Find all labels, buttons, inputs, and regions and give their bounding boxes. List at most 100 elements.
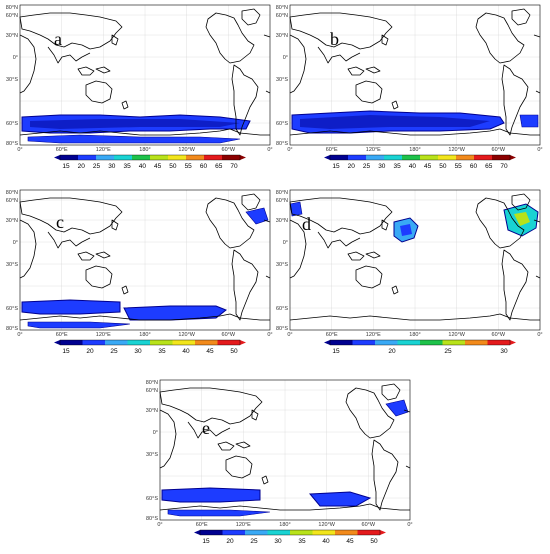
colorbar: 15 20 25 30 35 40 45 50 55 60 65 70 [54,154,246,170]
jet-band-core [30,119,240,129]
lon-axis: 0° 60°E 120°E 180° 120°W 60°W 0° [287,332,542,338]
colorbar-max-arrow [510,155,516,160]
colorbar-segment [105,340,128,345]
colorbar-segment [330,155,349,160]
lat-tick-label: 60°S [146,496,158,502]
lat-tick-label: 0° [283,240,288,246]
colorbar-segment [186,155,205,160]
colorbar-segment [352,340,376,345]
colorbar-min-arrow [54,340,60,345]
lat-tick-label: 30°N [276,218,288,224]
colorbar-tick-label: 70 [500,163,508,170]
colorbar-tick-label: 35 [158,348,166,355]
lat-tick-label: 80°N [276,190,288,196]
lon-tick-label: 60°E [56,147,68,153]
colorbar-tick-label: 50 [439,163,447,170]
colorbar-tick-label: 40 [139,163,147,170]
lat-tick-label: 0° [153,430,158,436]
colorbar-segment [487,340,511,345]
colorbar-max-arrow [380,530,386,535]
colorbar-tick-label: 35 [393,163,401,170]
colorbar-tick-label: 25 [363,163,371,170]
map-area: a [19,4,271,146]
lon-tick-label: 60°W [222,147,236,153]
colorbar-tick-label: 35 [298,538,306,545]
lat-tick-label: 80°N [6,190,18,196]
panel-d: d 80°N 60°N 30°N 0° 30°S 60°S 80°S 0° 60°E 120°E… [276,189,543,355]
colorbar-segment [474,155,493,160]
colorbar-segment [402,155,421,160]
lat-tick-label: 60°N [146,388,158,394]
colorbar-tick-label: 30 [134,348,142,355]
colorbar-tick-label: 35 [123,163,131,170]
colorbar: 15 20 25 30 35 40 45 50 55 60 65 70 [324,154,516,170]
lat-tick-label: 30°S [6,262,18,268]
colorbar-segment [150,340,173,345]
colorbar-segment [312,530,336,535]
colorbar-tick-label: 70 [230,163,238,170]
colorbar-tick-label: 50 [370,538,378,545]
colorbar-segment [222,155,241,160]
lon-axis: 0° 60°E 120°E 180° 120°W 60°W 0° [287,147,542,153]
map-area: e [159,379,411,521]
lon-tick-label: 120°E [96,332,111,338]
colorbar-min-arrow [54,155,60,160]
colorbar-tick-label: 25 [93,163,101,170]
colorbar-segment [204,155,223,160]
colorbar-tick-label: 15 [332,163,340,170]
lat-axis: 80°N 60°N 30°N 0° 30°S 60°S 80°S [6,190,19,332]
panel-label: e [202,418,210,438]
lon-tick-label: 60°W [492,332,506,338]
lat-axis: 80°N 60°N 30°N 0° 30°S 60°S 80°S [276,190,289,332]
lon-tick-label: 0° [17,147,22,153]
lat-tick-label: 60°S [276,121,288,127]
lat-tick-label: 30°S [276,77,288,83]
colorbar-segment [348,155,367,160]
lon-tick-label: 120°E [96,147,111,153]
lon-tick-label: 120°W [178,332,195,338]
colorbar-segment [60,340,83,345]
colorbar-segment [397,340,421,345]
lon-tick-label: 120°E [366,332,381,338]
panel-a: a 80°N 60°N 30°N 0° 30°S 60°S 80°S 0° 60°E 120°E… [6,4,273,170]
colorbar-tick-label: 50 [230,348,238,355]
lat-tick-label: 80°S [146,516,158,522]
colorbar-tick-label: 65 [485,163,493,170]
colorbar-segment [127,340,151,345]
colorbar-tick-label: 20 [86,348,94,355]
lat-tick-label: 30°S [276,262,288,268]
lat-tick-label: 80°N [146,380,158,386]
south-band [519,114,539,128]
lat-tick-label: 30°S [146,452,158,458]
lon-tick-label: 120°W [318,522,335,528]
colorbar-segment [114,155,133,160]
lon-tick-label: 0° [537,332,542,338]
colorbar-tick-label: 40 [182,348,190,355]
colorbar-tick-label: 15 [202,538,210,545]
colorbar-segment [60,155,79,160]
jet-band [123,305,227,321]
lat-tick-label: 30°N [6,218,18,224]
lon-tick-label: 60°E [196,522,208,528]
lon-tick-label: 60°E [56,332,68,338]
colorbar-tick-label: 45 [424,163,432,170]
lat-tick-label: 0° [13,240,18,246]
lon-tick-label: 60°E [326,147,338,153]
lon-tick-label: 180° [279,522,290,528]
colorbar-tick-label: 20 [78,163,86,170]
colorbar-tick-label: 15 [62,348,70,355]
colorbar-segment [357,530,381,535]
lat-axis: 80°N 60°N 30°N 0° 30°S 60°S 80°S [276,5,289,147]
panel-b: b 80°N 60°N 30°N 0° 30°S 60°S 80°S 0° 60°E 120°E… [276,4,543,170]
lon-tick-label: 60°W [222,332,236,338]
lat-tick-label: 60°N [6,13,18,19]
colorbar-segment [200,530,223,535]
lon-tick-label: 120°W [178,147,195,153]
colorbar-segment [82,340,106,345]
colorbar-segment [96,155,115,160]
colorbar-tick-label: 30 [500,348,508,355]
colorbar-tick-label: 30 [378,163,386,170]
colorbar-segment [150,155,169,160]
colorbar-segment [78,155,97,160]
